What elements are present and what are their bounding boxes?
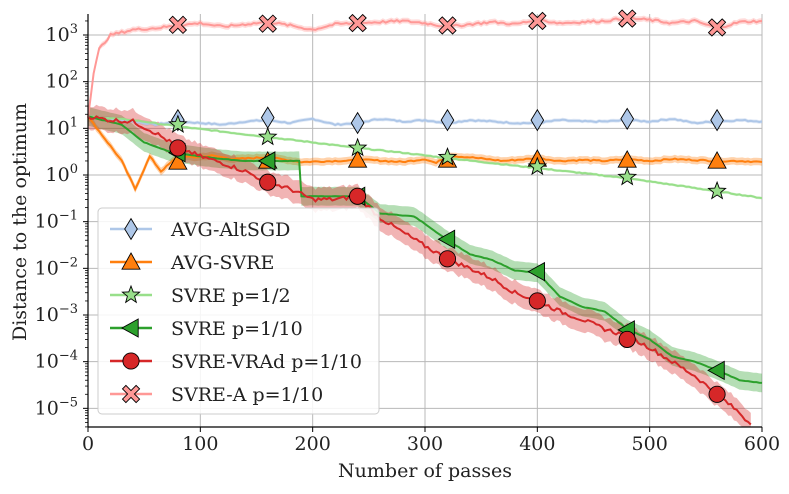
legend-marker xyxy=(122,352,140,370)
series-marker xyxy=(257,126,278,146)
y-tick-label: 10−2 xyxy=(35,255,78,279)
series-marker xyxy=(350,111,365,135)
legend-marker xyxy=(121,318,139,338)
series-line xyxy=(87,115,752,426)
axes-layer: 0 100 200 300 400 500 600 10−5 10−4 10−3 10−2 10−1 1… xyxy=(35,14,780,455)
legend-label: AVG-AltSGD xyxy=(170,219,290,241)
series-marker xyxy=(708,385,726,403)
x-tick-label: 400 xyxy=(519,433,555,455)
y-tick-label: 102 xyxy=(46,69,78,93)
legend-label: SVRE p=1/2 xyxy=(171,285,291,307)
series-marker xyxy=(618,9,637,28)
legend-marker xyxy=(124,217,138,241)
series-band xyxy=(88,104,751,428)
y-tick-label: 103 xyxy=(46,22,78,46)
series-marker xyxy=(527,156,548,176)
series-marker xyxy=(617,166,638,186)
series-marker xyxy=(528,11,547,31)
series-marker xyxy=(168,114,188,133)
x-tick-label: 500 xyxy=(632,433,668,455)
legend-box xyxy=(97,207,380,415)
series-marker xyxy=(710,108,724,132)
y-tick-label: 100 xyxy=(46,162,78,186)
series-marker xyxy=(527,261,545,282)
series-marker xyxy=(440,108,455,132)
series-marker xyxy=(169,139,187,157)
x-axis-label: Number of passes xyxy=(338,460,512,482)
y-axis-label: Distance to the optimum xyxy=(9,103,31,341)
series-marker xyxy=(707,180,727,200)
legend-marker xyxy=(121,252,141,270)
legend-label: SVRE p=1/10 xyxy=(171,318,303,340)
series-marker xyxy=(349,187,367,205)
x-tick-label: 600 xyxy=(744,433,780,455)
series-marker xyxy=(168,152,188,170)
y-tick-label: 10−3 xyxy=(35,302,78,326)
y-tick-label: 10−4 xyxy=(35,349,78,373)
series-marker xyxy=(258,14,277,33)
x-tick-label: 200 xyxy=(295,433,331,455)
marker-layer xyxy=(167,9,727,403)
series-marker xyxy=(348,13,367,33)
legend: AVG-AltSGD AVG-SVRE SVRE p=1/2 SVRE p=1/10 S… xyxy=(97,207,380,415)
x-tick-label: 100 xyxy=(182,433,218,455)
series-marker xyxy=(707,18,727,37)
y-tick-label: 101 xyxy=(46,115,78,139)
legend-label: SVRE-A p=1/10 xyxy=(171,384,323,406)
series-line xyxy=(87,115,763,384)
series-marker xyxy=(530,108,545,132)
series-marker xyxy=(618,330,636,348)
y-tick-label: 10−1 xyxy=(35,209,78,233)
series-marker xyxy=(438,16,457,35)
series-marker xyxy=(437,147,458,166)
series-line xyxy=(87,115,763,127)
series-marker xyxy=(620,107,635,131)
series-marker xyxy=(528,292,546,310)
series-layer xyxy=(87,15,763,426)
series-marker xyxy=(438,250,457,268)
legend-label: SVRE-VRAd p=1/10 xyxy=(171,351,362,373)
x-tick-label: 0 xyxy=(82,433,94,455)
series-marker xyxy=(168,15,188,35)
series-marker xyxy=(257,151,276,171)
series-marker xyxy=(437,229,456,250)
series-marker xyxy=(260,106,275,129)
series-marker xyxy=(259,173,277,191)
series-band xyxy=(88,107,762,393)
legend-label: AVG-SVRE xyxy=(170,252,274,274)
y-tick-label: 10−5 xyxy=(35,395,78,419)
legend-marker xyxy=(121,284,141,304)
legend-marker xyxy=(121,384,141,404)
series-marker xyxy=(707,151,727,169)
series-line xyxy=(87,15,763,118)
x-tick-label: 300 xyxy=(407,433,443,455)
series-line xyxy=(87,115,763,200)
series-marker xyxy=(347,150,368,168)
series-marker xyxy=(347,137,368,157)
series-marker xyxy=(707,360,725,381)
